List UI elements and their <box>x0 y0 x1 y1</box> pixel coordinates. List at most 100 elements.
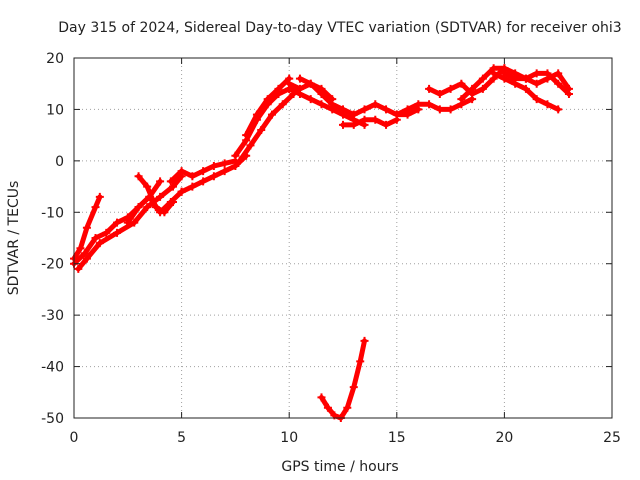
data-point <box>285 84 294 93</box>
data-point <box>521 74 530 83</box>
data-point <box>102 228 111 237</box>
data-point <box>113 228 122 237</box>
data-point <box>328 95 337 104</box>
y-tick-label: -50 <box>41 411 64 427</box>
data-point <box>166 177 175 186</box>
data-point <box>317 100 326 109</box>
data-point <box>382 120 391 129</box>
data-point <box>532 95 541 104</box>
data-point <box>74 264 83 273</box>
data-point <box>246 141 255 150</box>
series-track-21 <box>521 69 573 93</box>
data-point <box>209 162 218 170</box>
y-tick-label: -30 <box>41 308 64 324</box>
y-axis-label: SDTVAR / TECUs <box>6 181 22 296</box>
y-tick-label: 20 <box>46 51 64 67</box>
data-point <box>95 239 104 248</box>
data-point <box>143 203 152 212</box>
data-point <box>168 198 177 206</box>
data-point <box>564 84 573 93</box>
data-point <box>468 84 477 93</box>
series-track-3 <box>74 172 186 273</box>
data-point <box>521 84 530 93</box>
chart-title: Day 315 of 2024, Sidereal Day-to-day VTE… <box>58 20 621 36</box>
data-series <box>70 64 573 422</box>
data-point <box>360 336 369 345</box>
data-point <box>382 105 391 114</box>
data-point <box>252 110 261 119</box>
y-tick-label: -20 <box>41 257 64 273</box>
series-track-15 <box>339 115 401 129</box>
data-point <box>478 84 487 93</box>
data-point <box>356 357 365 366</box>
data-point <box>156 192 165 201</box>
series-track-19 <box>489 69 563 114</box>
data-point <box>511 74 520 83</box>
data-point <box>457 79 466 88</box>
x-tick-label: 20 <box>495 430 513 446</box>
data-point <box>532 79 541 88</box>
series-line <box>319 338 367 421</box>
data-point <box>295 90 304 98</box>
data-point <box>554 69 563 78</box>
y-tick-label: 0 <box>55 154 64 170</box>
data-point <box>543 100 552 109</box>
data-point <box>446 105 455 114</box>
x-axis-label: GPS time / hours <box>281 459 398 475</box>
data-point <box>209 172 218 181</box>
data-point <box>554 105 563 114</box>
series-track-10 <box>242 74 294 140</box>
data-point <box>242 131 251 140</box>
data-point <box>91 203 100 212</box>
data-point <box>435 90 444 98</box>
data-point <box>371 115 380 124</box>
data-point <box>478 74 487 83</box>
data-point <box>532 69 541 78</box>
y-tick-label: 10 <box>46 102 64 118</box>
data-point <box>156 177 165 186</box>
data-point <box>263 95 272 104</box>
plot-frame <box>73 57 613 419</box>
data-point <box>188 182 197 191</box>
data-point <box>392 110 401 119</box>
x-tick-label: 5 <box>177 430 186 446</box>
series-track-5 <box>134 172 177 217</box>
data-point <box>82 223 91 232</box>
x-tick-label: 10 <box>280 430 298 446</box>
series-track-14 <box>349 100 423 119</box>
data-point <box>274 84 283 93</box>
data-point <box>160 208 169 217</box>
data-point <box>543 74 552 83</box>
data-point <box>435 105 444 114</box>
data-point <box>80 249 89 258</box>
data-point <box>349 110 358 119</box>
data-point <box>328 105 337 114</box>
data-point <box>267 110 276 119</box>
data-point <box>177 187 186 196</box>
data-point <box>168 182 177 191</box>
data-point <box>76 244 85 253</box>
data-point <box>317 84 326 93</box>
data-point <box>554 79 563 88</box>
y-tick-label: -40 <box>41 360 64 376</box>
series-line <box>237 91 296 164</box>
data-point <box>151 203 160 212</box>
data-point <box>425 100 434 109</box>
data-point <box>446 84 455 93</box>
x-tick-label: 0 <box>70 430 79 446</box>
data-point <box>349 383 358 392</box>
data-point <box>339 120 347 129</box>
data-point <box>425 84 434 93</box>
data-point <box>403 105 412 114</box>
data-point <box>220 167 229 176</box>
x-tick-label: 15 <box>388 430 406 446</box>
data-point <box>220 159 229 168</box>
data-point <box>82 254 91 263</box>
series-line <box>297 76 335 102</box>
data-point <box>489 69 498 78</box>
data-point <box>188 172 197 181</box>
data-point <box>323 403 332 412</box>
series-track-13 <box>295 74 337 104</box>
data-point <box>134 172 143 181</box>
